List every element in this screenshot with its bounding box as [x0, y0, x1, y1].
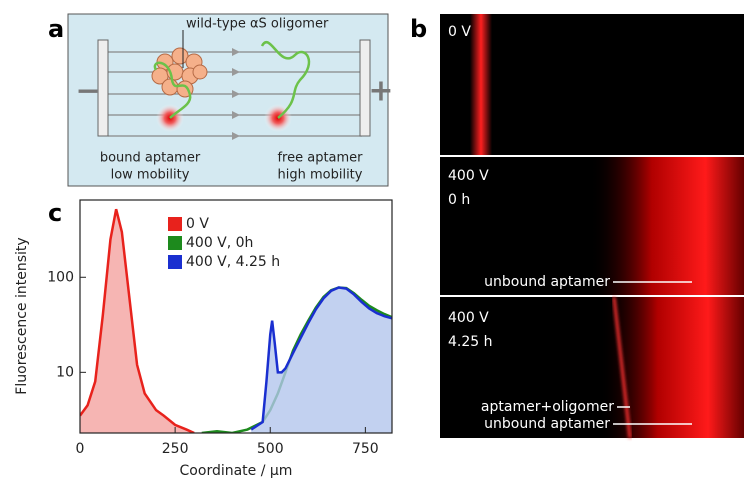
- band: [600, 297, 744, 438]
- band: [470, 14, 492, 155]
- gel-label: 4.25 h: [448, 334, 493, 350]
- cathode: [97, 39, 109, 137]
- schematic-box: [67, 13, 389, 187]
- panel-label: c: [48, 199, 62, 227]
- anode: [359, 39, 371, 137]
- state-label: high mobility: [278, 168, 363, 183]
- x-tick-label: 250: [162, 441, 189, 457]
- gel-label: 0 h: [448, 192, 470, 208]
- x-axis-label: Coordinate / µm: [180, 463, 293, 479]
- band: [612, 296, 632, 439]
- state-label: low mobility: [111, 168, 190, 183]
- electrode-sign: −: [75, 74, 100, 109]
- x-tick-label: 500: [257, 441, 284, 457]
- arrows: [232, 48, 240, 140]
- aptamer: [153, 61, 192, 119]
- gel-annotation: unbound aptamer: [484, 274, 610, 290]
- plot-area: 0 250 500 750 10 100 0 V 400 V, 0h 400 V, 4.25 h: [47, 199, 393, 457]
- series-group: [80, 208, 392, 433]
- oligomer-label: wild-type αS oligomer: [186, 17, 329, 32]
- legend-swatch: [168, 236, 182, 250]
- schematic: wild-type αS oligomer bound aptamer low …: [67, 13, 394, 187]
- legend-label: 400 V, 0h: [186, 235, 253, 251]
- state-label: free aptamer: [277, 151, 363, 166]
- line: [80, 208, 195, 433]
- y-tick-label: 100: [47, 269, 74, 285]
- legend-swatch: [168, 217, 182, 231]
- aptamer: [260, 41, 311, 119]
- gel-label: 400 V: [448, 168, 489, 184]
- gel-label: 400 V: [448, 310, 489, 326]
- area: [251, 287, 392, 433]
- legend-swatch: [168, 255, 182, 269]
- panel-label: b: [410, 15, 427, 43]
- state-label: bound aptamer: [100, 151, 201, 166]
- x-tick-label: 0: [76, 441, 85, 457]
- gel-annotation: unbound aptamer: [484, 416, 610, 432]
- electrode-sign: +: [368, 74, 393, 109]
- legend-label: 400 V, 4.25 h: [186, 254, 280, 270]
- gel-images: 0 V 400 V 0 h unbound aptamer 400 V 4.25…: [440, 14, 744, 439]
- y-axis-label: Fluorescence intensity: [14, 237, 30, 394]
- panel-label: a: [48, 15, 64, 43]
- line: [250, 286, 392, 431]
- plot-frame: [79, 199, 393, 434]
- band: [590, 157, 744, 295]
- x-tick-label: 750: [352, 441, 379, 457]
- gel-annotation: aptamer+oligomer: [481, 399, 614, 415]
- gel-label: 0 V: [448, 24, 471, 40]
- legend-label: 0 V: [186, 216, 209, 232]
- y-tick-label: 10: [56, 364, 74, 380]
